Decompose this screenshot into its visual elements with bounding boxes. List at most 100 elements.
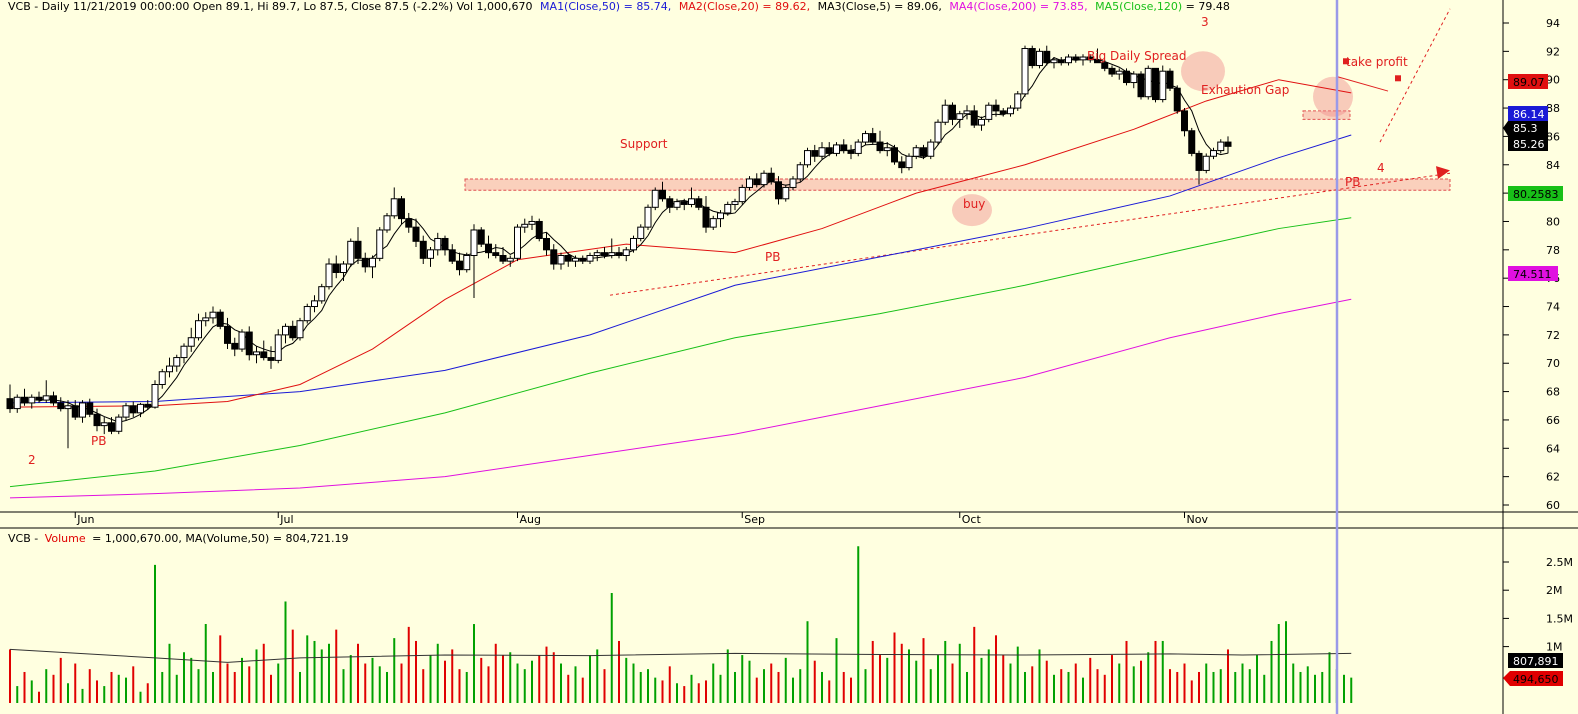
candle-body — [753, 178, 761, 186]
candle-body — [1202, 155, 1210, 171]
y-tick-label: 92 — [1546, 45, 1560, 58]
moving-average-line — [9, 134, 1352, 404]
candle-body — [586, 254, 594, 262]
big-spread-highlight — [1181, 51, 1225, 92]
buy-label: buy — [963, 197, 985, 211]
x-tick-label: Aug — [520, 513, 541, 526]
candle-body — [361, 257, 369, 268]
ma120-badge: 80.2583 — [1508, 186, 1563, 201]
candle-body — [274, 334, 282, 361]
candle-body — [398, 198, 405, 220]
candle-body — [238, 331, 246, 350]
x-tick-label: Nov — [1187, 513, 1209, 526]
candle-body — [390, 198, 398, 217]
candle-body — [1057, 59, 1065, 64]
candle-body — [1065, 56, 1072, 64]
candle-body — [108, 422, 115, 432]
candle-body — [651, 189, 659, 208]
y-tick-label: 86 — [1546, 130, 1560, 143]
candle-body — [405, 218, 413, 228]
candle-body — [593, 252, 601, 256]
volume-badge: 494,650 — [1503, 671, 1563, 686]
candle-body — [93, 413, 101, 427]
candle-body — [1159, 70, 1167, 101]
y-tick-label: 62 — [1546, 471, 1560, 484]
candle-body — [738, 186, 746, 203]
y-tick-label: 88 — [1546, 102, 1560, 115]
candle-body — [731, 201, 739, 205]
candle-body — [71, 405, 79, 418]
candle-body — [840, 144, 848, 152]
ma1-legend: MA1(Close,50) = 85.74, — [540, 0, 671, 13]
y-tick-label: 78 — [1546, 244, 1560, 257]
volume-header-prefix: VCB - — [8, 532, 38, 545]
candle-body — [1094, 59, 1101, 64]
candle-body — [456, 260, 463, 271]
volume-y-tick-label: 2.5M — [1546, 556, 1573, 569]
candle-body — [659, 189, 666, 200]
ma50-badge-text: 86.14 — [1513, 108, 1545, 121]
candle-body — [35, 396, 43, 401]
support-label: Support — [620, 137, 668, 151]
candle-body — [202, 317, 210, 322]
volume-ma-line — [9, 648, 1352, 663]
candle-body — [796, 164, 804, 180]
candle-body — [695, 198, 703, 208]
candle-body — [79, 402, 86, 418]
ma4-legend: MA4(Close,200) = 73.85, — [949, 0, 1087, 13]
candle-body — [158, 371, 166, 386]
candle-body — [129, 405, 137, 414]
candle-body — [869, 133, 877, 143]
x-tick-label: Jul — [279, 513, 293, 526]
candle-body — [383, 215, 391, 231]
candle-body — [28, 396, 36, 404]
y-tick-label: 60 — [1546, 499, 1560, 512]
candle-body — [340, 263, 347, 274]
candle-body — [180, 345, 188, 359]
candle-body — [195, 320, 202, 339]
candle-body — [644, 206, 652, 228]
y-tick-label: 72 — [1546, 329, 1560, 342]
close-badge: 85.3 — [1503, 121, 1548, 136]
ma200-badge: 74.511 — [1508, 266, 1558, 281]
vol-ma-badge: 807,891 — [1508, 653, 1563, 668]
target-line-dashed — [1379, 8, 1451, 143]
candle-body — [905, 155, 913, 169]
candle-body — [528, 220, 536, 225]
candle-body — [354, 240, 362, 259]
price-header-main: VCB - Daily 11/21/2019 00:00:00 Open 89.… — [8, 0, 533, 13]
y-tick-label: 94 — [1546, 17, 1560, 30]
wave-2-label: 2 — [28, 453, 36, 467]
candle-body — [1181, 110, 1188, 132]
ma3-legend: MA3(Close,5) = 89.06, — [818, 0, 942, 13]
candle-body — [550, 249, 558, 265]
candle-body — [260, 351, 268, 359]
candle-body — [622, 249, 630, 256]
pb-label-nov: PB — [1345, 175, 1360, 189]
candle-body — [1144, 67, 1152, 98]
candle-body — [1021, 48, 1029, 95]
candle-body — [332, 263, 340, 274]
y-tick-label: 70 — [1546, 357, 1560, 370]
candle-body — [100, 422, 108, 427]
candle-body — [521, 223, 529, 228]
candle-body — [898, 161, 906, 169]
candle-body — [499, 254, 507, 262]
candle-body — [1173, 87, 1181, 112]
candle-body — [376, 229, 384, 259]
candle-body — [311, 300, 318, 308]
candle-body — [144, 403, 152, 408]
candle-body — [1036, 50, 1043, 67]
take-profit-marker — [1395, 75, 1401, 82]
candle-body — [122, 405, 130, 418]
volume-bars — [9, 546, 1353, 703]
candle-body — [245, 331, 253, 356]
candle-body — [231, 342, 239, 350]
moving-average-line — [9, 298, 1352, 499]
ma50-badge: 86.14 — [1508, 106, 1548, 121]
candle-body — [448, 249, 456, 262]
candle-body — [137, 403, 144, 414]
candle-body — [680, 201, 688, 205]
candle-body — [1210, 150, 1217, 157]
